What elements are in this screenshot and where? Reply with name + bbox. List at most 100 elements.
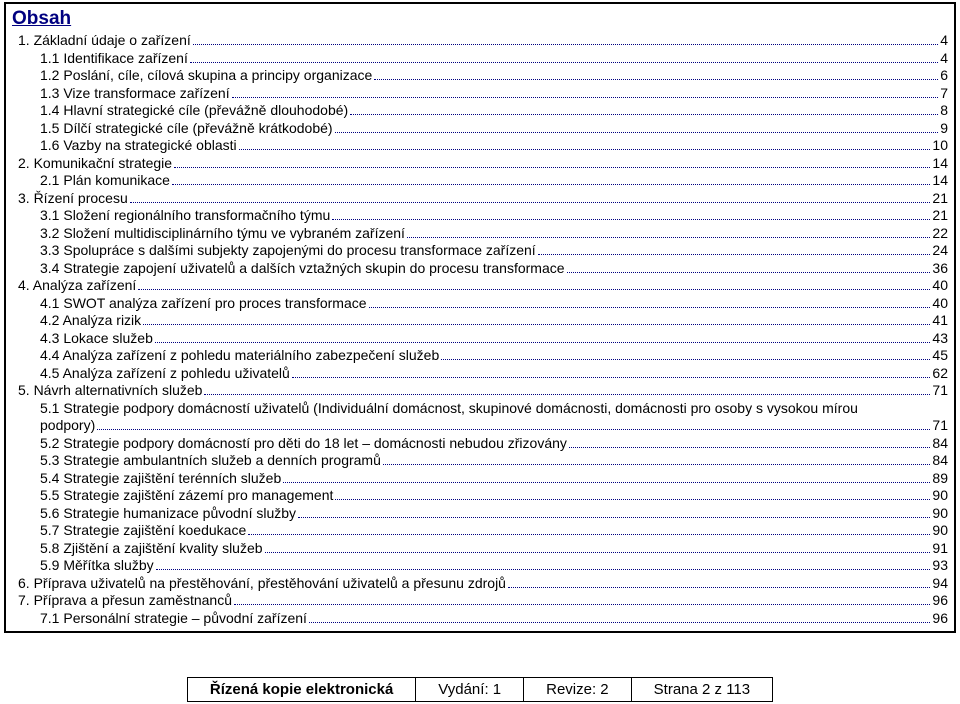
- toc-entry: 5.5 Strategie zajištění zázemí pro manag…: [12, 487, 948, 505]
- toc-entry-page: 91: [932, 540, 948, 558]
- toc-entry-page: 36: [932, 260, 948, 278]
- toc-entry-label: 3.1 Složení regionálního transformačního…: [40, 207, 330, 225]
- toc-entry-page: 9: [940, 120, 948, 138]
- toc-entry-page: 21: [932, 190, 948, 208]
- toc-entry: 5.9 Měřítka služby 93: [12, 557, 948, 575]
- toc-entry: 2.1 Plán komunikace14: [12, 172, 948, 190]
- toc-entry-label: 5.1 Strategie podpory domácností uživate…: [40, 400, 948, 418]
- toc-entry: 5.1 Strategie podpory domácností uživate…: [12, 400, 948, 435]
- toc-entry-page: 90: [932, 505, 948, 523]
- toc-entry-label: 3.4 Strategie zapojení uživatelů a další…: [40, 260, 565, 278]
- toc-leader-dots: [204, 383, 930, 395]
- toc-entry-page: 71: [932, 417, 948, 435]
- toc-entry-page: 21: [932, 207, 948, 225]
- toc-entry-label: 1.3 Vize transformace zařízení: [40, 85, 230, 103]
- toc-leader-dots: [97, 418, 930, 430]
- footer-table: Řízená kopie elektronická Vydání: 1 Revi…: [187, 677, 773, 702]
- toc-leader-dots: [248, 523, 930, 535]
- toc-entry-label: 3.2 Složení multidisciplinárního týmu ve…: [40, 225, 405, 243]
- toc-leader-dots: [407, 225, 930, 237]
- toc-leader-dots: [508, 575, 930, 587]
- toc-entry: 5.3 Strategie ambulantních služeb a denn…: [12, 452, 948, 470]
- toc-entry-page: 94: [932, 575, 948, 593]
- toc-entry-label: 1. Základní údaje o zařízení: [18, 32, 191, 50]
- toc-entry-page: 96: [932, 592, 948, 610]
- toc-entry-page: 41: [932, 312, 948, 330]
- toc-entry-page: 90: [932, 487, 948, 505]
- toc-entry: 3.1 Složení regionálního transformačního…: [12, 207, 948, 225]
- toc-entry-label: 3.3 Spolupráce s dalšími subjekty zapoje…: [40, 242, 536, 260]
- toc-entry: 4.5 Analýza zařízení z pohledu uživatelů…: [12, 365, 948, 383]
- toc-entry-label: 5.9 Měřítka služby: [40, 557, 154, 575]
- toc-leader-dots: [538, 243, 931, 255]
- toc-leader-dots: [143, 313, 930, 325]
- toc-entry-label: 2.1 Plán komunikace: [40, 172, 170, 190]
- content-frame: Obsah 1. Základní údaje o zařízení41.1 I…: [4, 2, 956, 633]
- toc-entry-page: 84: [932, 452, 948, 470]
- toc-leader-dots: [232, 85, 939, 97]
- toc-entry: 1. Základní údaje o zařízení4: [12, 32, 948, 50]
- footer-cell-copy: Řízená kopie elektronická: [187, 678, 415, 702]
- toc-entry-label: 4.3 Lokace služeb: [40, 330, 153, 348]
- toc-entry-page: 84: [932, 435, 948, 453]
- toc-leader-dots: [156, 558, 931, 570]
- toc-entry-label: 1.1 Identifikace zařízení: [40, 50, 188, 68]
- toc-entry-label: 3. Řízení procesu: [18, 190, 128, 208]
- toc-leader-dots: [298, 505, 930, 517]
- toc-entry-page: 22: [932, 225, 948, 243]
- toc-entry-label: 5.4 Strategie zajištění terénních služeb: [40, 470, 281, 488]
- toc-leader-dots: [335, 488, 930, 500]
- toc-entry-label: 4.1 SWOT analýza zařízení pro proces tra…: [40, 295, 367, 313]
- toc-leader-dots: [172, 173, 930, 185]
- toc-leader-dots: [350, 103, 938, 115]
- toc-leader-dots: [265, 540, 931, 552]
- toc-entry: 2. Komunikační strategie14: [12, 155, 948, 173]
- toc-entry-label: 5. Návrh alternativních služeb: [18, 382, 202, 400]
- toc-leader-dots: [283, 470, 930, 482]
- toc-leader-dots: [138, 278, 930, 290]
- toc-list: 1. Základní údaje o zařízení41.1 Identif…: [12, 32, 948, 627]
- toc-entry-page: 14: [932, 155, 948, 173]
- toc-entry-page: 40: [932, 295, 948, 313]
- toc-entry-label: 5.3 Strategie ambulantních služeb a denn…: [40, 452, 381, 470]
- toc-leader-dots: [155, 330, 931, 342]
- toc-entry-label: 1.5 Dílčí strategické cíle (převážně krá…: [40, 120, 333, 138]
- toc-leader-dots: [335, 120, 939, 132]
- toc-entry-page: 90: [932, 522, 948, 540]
- toc-leader-dots: [383, 453, 931, 465]
- toc-entry-label: 4.4 Analýza zařízení z pohledu materiáln…: [40, 347, 439, 365]
- toc-entry-page: 93: [932, 557, 948, 575]
- toc-entry-label: 4. Analýza zařízení: [18, 277, 136, 295]
- toc-entry-label: 6. Příprava uživatelů na přestěhování, p…: [18, 575, 506, 593]
- footer-cell-edition: Vydání: 1: [416, 678, 524, 702]
- footer-cell-revision: Revize: 2: [524, 678, 632, 702]
- toc-entry-label: 1.2 Poslání, cíle, cílová skupina a prin…: [40, 67, 372, 85]
- page: Obsah 1. Základní údaje o zařízení41.1 I…: [0, 0, 960, 704]
- toc-entry: 3. Řízení procesu 21: [12, 190, 948, 208]
- toc-leader-dots: [190, 50, 938, 62]
- footer: Řízená kopie elektronická Vydání: 1 Revi…: [4, 677, 956, 702]
- toc-entry-page: 8: [940, 102, 948, 120]
- toc-entry-page: 45: [932, 347, 948, 365]
- toc-leader-dots: [374, 68, 938, 80]
- toc-entry: 5.6 Strategie humanizace původní služby9…: [12, 505, 948, 523]
- toc-entry: 3.4 Strategie zapojení uživatelů a další…: [12, 260, 948, 278]
- toc-entry: 1.5 Dílčí strategické cíle (převážně krá…: [12, 120, 948, 138]
- toc-leader-dots: [332, 208, 930, 220]
- toc-entry-label: podpory): [40, 417, 95, 435]
- toc-entry: 7. Příprava a přesun zaměstnanců96: [12, 592, 948, 610]
- toc-entry-page: 71: [932, 382, 948, 400]
- toc-entry-page: 4: [940, 50, 948, 68]
- toc-leader-dots: [292, 365, 931, 377]
- toc-entry: 1.3 Vize transformace zařízení7: [12, 85, 948, 103]
- toc-entry-label: 5.2 Strategie podpory domácností pro dět…: [40, 435, 567, 453]
- toc-leader-dots: [130, 190, 931, 202]
- toc-leader-dots: [441, 348, 930, 360]
- toc-entry: 3.2 Složení multidisciplinárního týmu ve…: [12, 225, 948, 243]
- toc-leader-dots: [193, 33, 938, 45]
- toc-entry-page: 89: [932, 470, 948, 488]
- toc-leader-dots: [569, 435, 931, 447]
- toc-entry: 4.4 Analýza zařízení z pohledu materiáln…: [12, 347, 948, 365]
- toc-entry-label: 1.4 Hlavní strategické cíle (převážně dl…: [40, 102, 348, 120]
- toc-entry: 4.1 SWOT analýza zařízení pro proces tra…: [12, 295, 948, 313]
